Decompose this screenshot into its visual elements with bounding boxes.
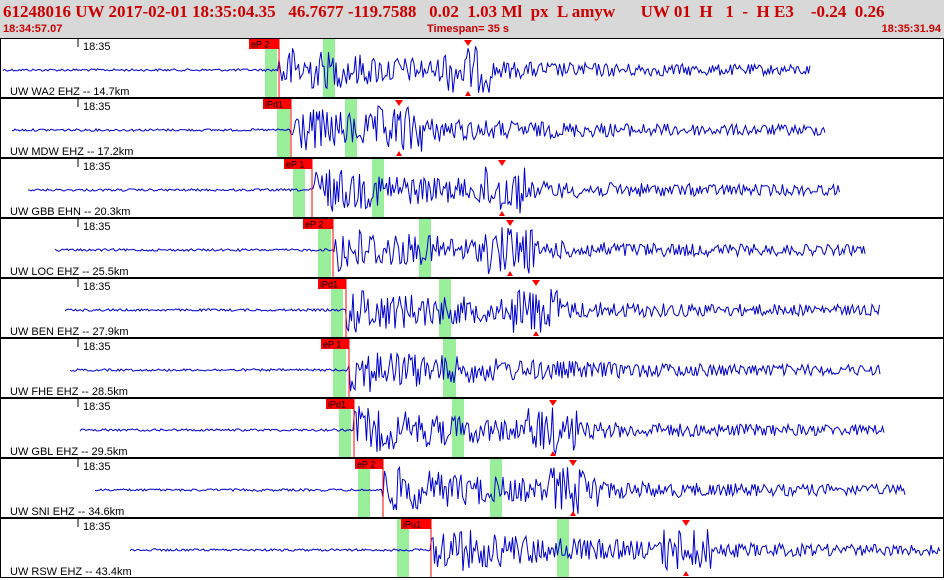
waveform-trace (54, 227, 866, 275)
station-label: UW MDW EHZ -- 17.2km (10, 146, 133, 158)
end-time: 18:35:31.94 (881, 23, 941, 35)
s-marker-bottom[interactable] (533, 331, 539, 336)
trace-panel[interactable]: 18:35 eP 2 UW LOC EHZ -- 25.5km (0, 218, 944, 279)
pick-window (419, 219, 431, 277)
pick-window (358, 459, 370, 517)
station-label: UW LOC EHZ -- 25.5km (10, 266, 129, 278)
waveform-trace (69, 351, 881, 393)
pick-window (443, 339, 456, 397)
station-label: UW GBB EHN -- 20.3km (10, 206, 130, 218)
waveform-trace (2, 46, 811, 93)
trace-panel[interactable]: 18:35 iPd1 UW GBL EHZ -- 29.5km (0, 398, 944, 459)
panel-frame (0, 38, 944, 98)
s-marker-top[interactable] (532, 280, 540, 286)
trace-panel[interactable]: 18:35 iPd1 UW BEN EHZ -- 27.9km (0, 278, 944, 339)
time-tick-label: 18:35 (83, 281, 111, 293)
pick-window (277, 99, 290, 157)
station-label: UW BEN EHZ -- 27.9km (10, 326, 129, 338)
p-pick-label: eP 2 (305, 220, 323, 230)
station-label: UW GBL EHZ -- 29.5km (10, 446, 128, 458)
pick-window (293, 159, 305, 217)
pick-window (397, 519, 409, 577)
pick-window (323, 39, 335, 97)
s-marker-bottom[interactable] (507, 271, 513, 276)
trace-panel[interactable]: 18:35 eP 2 UW WA2 EHZ -- 14.7km (0, 38, 944, 99)
s-marker-top[interactable] (682, 520, 690, 526)
p-pick-label: eP 2 (357, 460, 375, 470)
time-tick-label: 18:35 (83, 461, 111, 473)
panel-frame (0, 518, 944, 578)
p-pick-label: eP 2 (251, 40, 269, 50)
seismogram-canvas: 18:35 eP 2 UW WA2 EHZ -- 14.7km 18:35 iPd1 UW… (0, 38, 944, 579)
p-pick-flag[interactable] (249, 39, 279, 49)
p-pick-flag[interactable] (326, 399, 354, 409)
s-marker-bottom[interactable] (465, 91, 471, 96)
pick-window (439, 279, 451, 337)
s-marker-top[interactable] (395, 100, 403, 106)
time-tick-label: 18:35 (83, 161, 111, 173)
waveform-trace (64, 288, 880, 333)
pick-window (331, 279, 343, 337)
trace-panel[interactable]: 18:35 eP 1 UW GBB EHN -- 20.3km (0, 158, 944, 219)
time-tick-label: 18:35 (83, 401, 111, 413)
pick-window (265, 39, 277, 97)
p-pick-flag[interactable] (321, 339, 349, 349)
time-tick-label: 18:35 (83, 341, 111, 353)
station-label: UW RSW EHZ -- 43.4km (10, 566, 132, 578)
pick-window (490, 459, 502, 517)
start-time: 18:34:57.07 (3, 23, 63, 35)
waveform-trace (11, 105, 826, 152)
waveform-trace (79, 406, 885, 456)
p-pick-flag[interactable] (303, 219, 333, 229)
p-pick-label: eP 1 (323, 340, 341, 350)
p-pick-flag[interactable] (284, 159, 312, 169)
s-marker-bottom[interactable] (683, 571, 689, 576)
pick-window (339, 399, 351, 457)
trace-panel[interactable]: 18:35 eP 2 UW SNI EHZ -- 34.6km (0, 458, 944, 519)
pick-window (318, 219, 331, 277)
p-pick-label: iPd1 (328, 400, 346, 410)
s-marker-top[interactable] (464, 40, 472, 46)
p-pick-flag[interactable] (355, 459, 383, 469)
p-pick-label: iPd1 (265, 100, 283, 110)
s-marker-bottom[interactable] (499, 211, 505, 216)
time-tick-label: 18:35 (83, 521, 111, 533)
waveform-trace (94, 465, 906, 514)
station-label: UW SNI EHZ -- 34.6km (10, 506, 124, 518)
s-marker-bottom[interactable] (570, 511, 576, 516)
trace-panel[interactable]: 18:35 iPd1 UW MDW EHZ -- 17.2km (0, 98, 944, 159)
seismogram-panels: 18:35 eP 2 UW WA2 EHZ -- 14.7km 18:35 iPd1 UW… (0, 38, 944, 580)
time-tick-label: 18:35 (83, 101, 111, 113)
panel-frame (0, 278, 944, 338)
s-marker-bottom[interactable] (550, 451, 556, 456)
p-pick-label: iPu1 (403, 520, 421, 530)
s-marker-top[interactable] (498, 160, 506, 166)
trace-panel[interactable]: 18:35 eP 1 UW FHE EHZ -- 28.5km (0, 338, 944, 399)
waveform-trace (27, 166, 840, 214)
time-tick-label: 18:35 (83, 221, 111, 233)
s-marker-bottom[interactable] (396, 151, 402, 156)
waveform-trace (129, 529, 941, 572)
time-tick-label: 18:35 (83, 41, 111, 53)
pick-window (333, 339, 346, 397)
timespan-label: Timespan= 35 s (427, 23, 510, 35)
p-pick-flag[interactable] (401, 519, 431, 529)
pick-window (452, 399, 464, 457)
p-pick-label: iPd1 (320, 280, 338, 290)
pick-window (557, 519, 569, 577)
p-pick-label: eP 1 (286, 160, 304, 170)
station-label: UW WA2 EHZ -- 14.7km (10, 86, 129, 98)
panel-frame (0, 398, 944, 458)
p-pick-flag[interactable] (263, 99, 291, 109)
s-marker-top[interactable] (569, 460, 577, 466)
event-summary: 61248016 UW 2017-02-01 18:35:04.35 46.76… (3, 2, 885, 21)
panel-frame (0, 218, 944, 278)
s-marker-top[interactable] (549, 400, 557, 406)
trace-panel[interactable]: 18:35 iPu1 UW RSW EHZ -- 43.4km (0, 518, 944, 579)
header-bar: 61248016 UW 2017-02-01 18:35:04.35 46.76… (0, 0, 944, 39)
s-marker-top[interactable] (506, 220, 514, 226)
station-label: UW FHE EHZ -- 28.5km (10, 386, 128, 398)
p-pick-flag[interactable] (318, 279, 346, 289)
